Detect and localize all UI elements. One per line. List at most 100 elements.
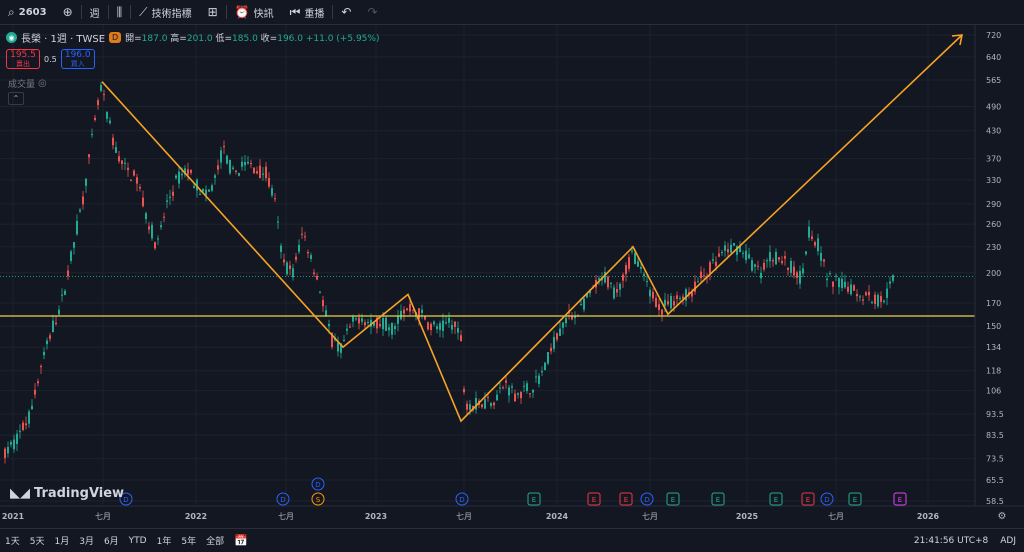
event-marker-frame [769, 492, 783, 506]
candle-body [151, 224, 153, 239]
candle-body [736, 246, 738, 255]
candle-body [850, 284, 852, 295]
candle-body [667, 301, 669, 305]
event-marker-frame [527, 492, 541, 506]
range-3m[interactable]: 3月 [79, 537, 94, 547]
event-marker[interactable]: E [587, 492, 601, 506]
event-marker-label: E [624, 496, 628, 504]
alert-button[interactable]: ⏰ 快訊 [227, 0, 282, 24]
range-1m[interactable]: 1月 [54, 537, 70, 547]
chart-type-button[interactable]: ⫼ [109, 0, 131, 24]
dividend-badge[interactable]: D [109, 32, 122, 43]
candle-body [649, 289, 651, 297]
candle-body [613, 287, 615, 299]
candle-body [784, 256, 786, 259]
event-marker[interactable]: D [820, 492, 834, 506]
event-marker-frame [619, 492, 633, 506]
tradingview-logo[interactable]: ◣◢ TradingView [10, 486, 124, 501]
buy-label: 買入 [70, 60, 85, 68]
candle-body [589, 290, 591, 294]
range-5y[interactable]: 5年 [181, 537, 197, 547]
candle-body [202, 189, 204, 192]
candle-body [106, 112, 108, 119]
candle-body [283, 259, 285, 263]
candle-body [808, 226, 810, 238]
time-tick-label: 2021 [2, 512, 25, 521]
event-marker[interactable]: D [119, 492, 133, 506]
price-tick-label: 430 [986, 127, 1001, 136]
candle-body [664, 299, 666, 306]
range-ytd[interactable]: YTD [128, 535, 147, 546]
candle-body [346, 328, 348, 331]
buy-button[interactable]: 196.0 買入 [60, 49, 95, 69]
high-label: 高= [170, 34, 187, 44]
adj-toggle[interactable]: ADJ [1000, 535, 1016, 546]
symbol-search[interactable]: ⌕ 2603 [0, 0, 55, 24]
candle-body [34, 389, 36, 395]
event-marker[interactable]: E [769, 492, 783, 506]
candle-body [355, 318, 357, 320]
range-all[interactable]: 全部 [206, 537, 225, 547]
candle-body [76, 220, 78, 235]
event-marker[interactable]: E [666, 492, 680, 506]
replay-button[interactable]: ⏮ 重播 [282, 0, 333, 24]
event-marker-frame [711, 492, 725, 506]
candle-body [547, 352, 549, 364]
event-marker[interactable]: E [801, 492, 815, 506]
candle-body [280, 245, 282, 252]
range-1y[interactable]: 1年 [156, 537, 172, 547]
event-marker[interactable]: D [455, 492, 469, 506]
undo-button[interactable]: ↶ [333, 0, 359, 24]
candle-body [718, 253, 720, 257]
sell-price: 195.5 [10, 50, 36, 60]
candle-body [772, 260, 774, 262]
layouts-button[interactable]: ⊞ [200, 0, 226, 24]
collapse-legend-button[interactable]: ⌃ [8, 92, 24, 105]
candle-body [256, 171, 258, 174]
event-marker[interactable]: S [311, 492, 325, 506]
candle-body [187, 169, 189, 175]
candle-body [208, 189, 210, 192]
event-marker[interactable]: D [311, 477, 325, 491]
time-axis-bg [0, 506, 1024, 526]
event-marker[interactable]: E [619, 492, 633, 506]
event-marker[interactable]: E [848, 492, 862, 506]
event-marker[interactable]: E [893, 492, 907, 506]
candle-body [454, 321, 456, 327]
candle-body [427, 322, 429, 330]
candle-body [781, 261, 783, 264]
event-marker-frame [455, 492, 469, 506]
event-marker[interactable]: E [711, 492, 725, 506]
indicators-button[interactable]: ⟋ 技術指標 [131, 0, 199, 24]
symbol-title[interactable]: 長榮 · 1週 · TWSE [21, 34, 106, 45]
range-1d[interactable]: 1天 [5, 537, 20, 547]
candle-body [769, 252, 771, 262]
event-marker[interactable]: E [527, 492, 541, 506]
candle-body [556, 333, 558, 340]
candle-body [25, 423, 27, 426]
compare-button[interactable]: ⊕ [55, 0, 81, 24]
axis-settings-icon[interactable]: ⚙ [998, 511, 1007, 522]
candle-body [520, 391, 522, 399]
go-to-date-button[interactable]: 📅 [229, 534, 253, 547]
timezone-clock[interactable]: 21:41:56 UTC+8 [913, 535, 989, 546]
event-marker[interactable]: D [276, 492, 290, 506]
candle-body [817, 238, 819, 252]
candle-body [136, 177, 138, 184]
candle-body [523, 385, 525, 387]
range-6m[interactable]: 6月 [103, 537, 119, 547]
eye-icon[interactable]: ◎ [38, 78, 47, 89]
buy-price: 196.0 [64, 50, 91, 60]
range-5d[interactable]: 5天 [29, 537, 45, 547]
interval-button[interactable]: 週 [82, 0, 108, 24]
price-tick-label: 150 [986, 322, 1001, 331]
redo-button[interactable]: ↷ [359, 0, 385, 24]
grid-lines [0, 25, 975, 505]
sell-button[interactable]: 195.5 賣出 [6, 49, 40, 69]
candle-body [787, 267, 789, 271]
event-marker[interactable]: D [640, 492, 654, 506]
candle-body [637, 261, 639, 267]
candle-body [67, 270, 69, 277]
